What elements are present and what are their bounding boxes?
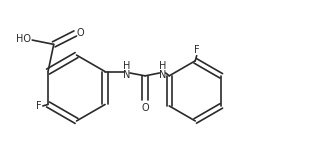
Text: H
N: H N [159, 61, 166, 80]
Text: F: F [36, 101, 42, 111]
Text: O: O [76, 28, 84, 38]
Text: H
N: H N [123, 61, 130, 80]
Text: F: F [194, 44, 200, 55]
Text: O: O [141, 103, 149, 113]
Text: HO: HO [16, 34, 31, 44]
